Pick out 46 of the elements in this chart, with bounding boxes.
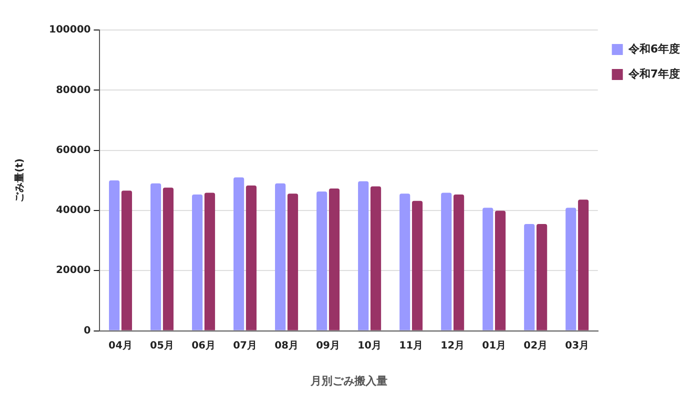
bar xyxy=(316,192,328,330)
y-axis-title: ごみ量(t) xyxy=(14,158,26,202)
x-tick-label: 02月 xyxy=(524,340,548,352)
bar xyxy=(121,190,132,330)
legend-label: 令和7年度 xyxy=(627,67,680,80)
bar xyxy=(150,183,162,330)
y-tick-label: 20000 xyxy=(56,265,91,276)
bar xyxy=(108,180,120,330)
bar xyxy=(536,224,548,330)
x-tick-label: 03月 xyxy=(565,340,590,352)
x-tick-label: 11月 xyxy=(399,340,424,352)
bar xyxy=(204,192,216,330)
x-axis-title: 月別ごみ搬入量 xyxy=(309,374,388,388)
y-tick-label: 100000 xyxy=(49,24,91,36)
y-tick-label: 40000 xyxy=(56,205,91,216)
x-tick-label: 12月 xyxy=(440,340,465,352)
bar xyxy=(328,188,340,330)
x-tick-label: 05月 xyxy=(150,340,174,352)
bar xyxy=(370,186,382,330)
x-tick-label: 09月 xyxy=(316,340,340,352)
bar xyxy=(482,208,494,330)
x-tick-label: 04月 xyxy=(108,340,132,352)
bar xyxy=(275,183,286,330)
bar xyxy=(441,192,452,330)
bar xyxy=(162,188,174,330)
x-tick-label: 06月 xyxy=(192,340,216,352)
x-tick-label: 08月 xyxy=(274,340,298,352)
y-tick-label: 80000 xyxy=(56,84,91,96)
bar xyxy=(412,200,423,330)
bar xyxy=(578,200,589,330)
bar xyxy=(192,194,203,330)
x-tick-label: 10月 xyxy=(358,340,382,352)
x-tick-label: 07月 xyxy=(233,340,257,352)
legend-label: 令和6年度 xyxy=(627,42,680,56)
bar xyxy=(454,194,464,330)
bar xyxy=(287,194,298,330)
bar xyxy=(495,210,506,330)
y-tick-label: 60000 xyxy=(56,144,91,156)
bar xyxy=(566,208,576,330)
bar xyxy=(234,177,244,330)
x-tick-label: 01月 xyxy=(482,340,506,352)
y-tick-label: 0 xyxy=(84,325,91,336)
bar xyxy=(358,181,369,330)
bar xyxy=(400,194,410,330)
bar xyxy=(246,186,257,330)
bar xyxy=(524,224,535,330)
